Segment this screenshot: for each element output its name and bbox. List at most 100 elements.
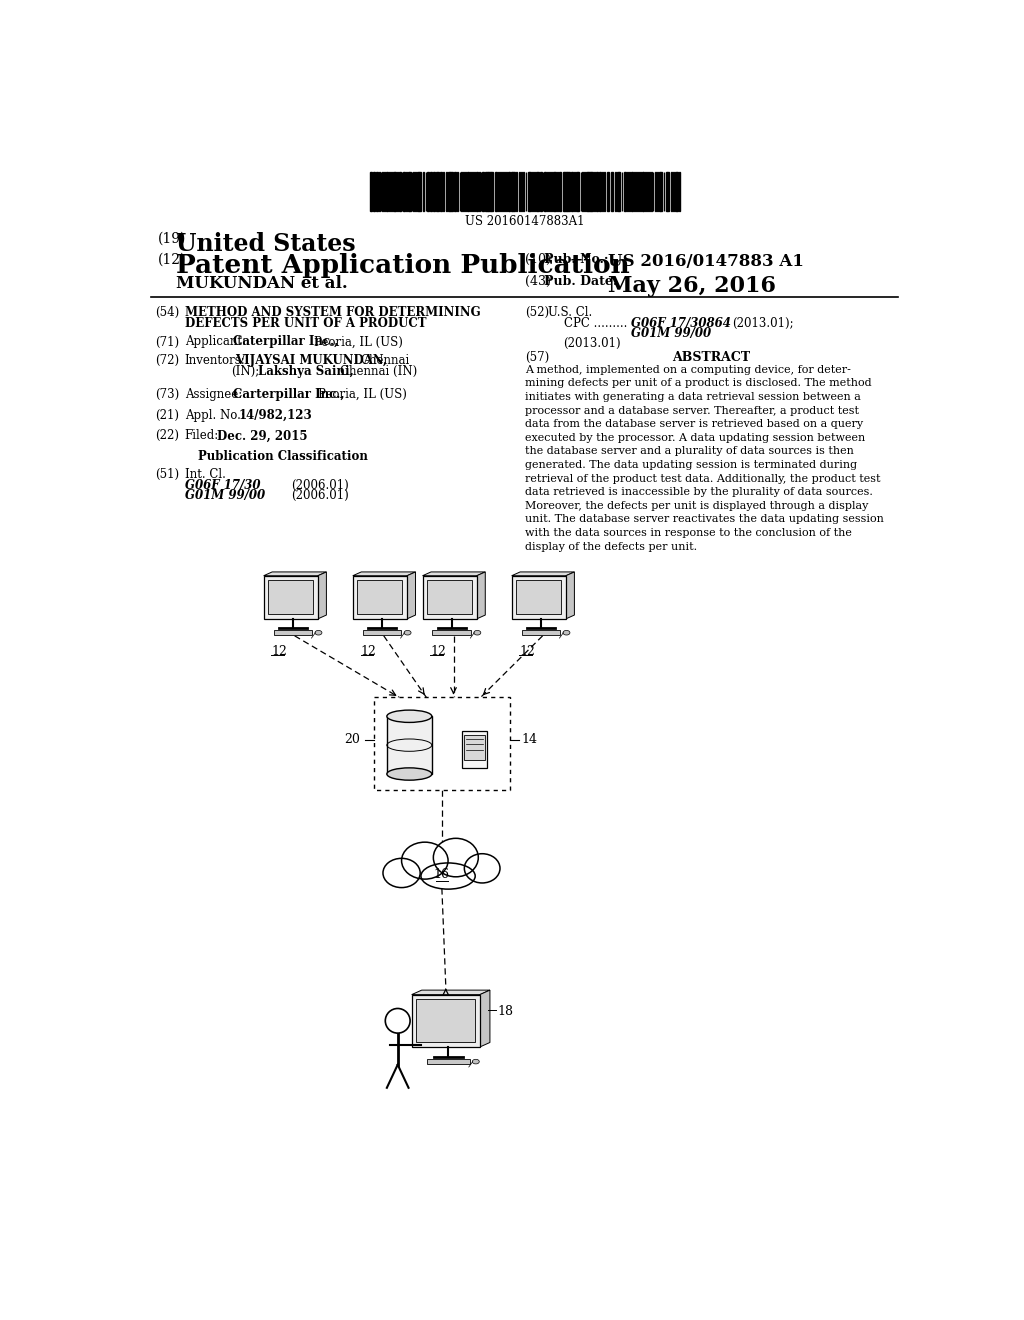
Bar — [467, 172, 469, 211]
Bar — [485, 172, 487, 211]
Text: 14: 14 — [521, 733, 538, 746]
Bar — [640, 172, 641, 211]
Bar — [391, 172, 392, 211]
Bar — [464, 735, 484, 760]
Text: (10): (10) — [524, 253, 551, 267]
Text: (22): (22) — [155, 429, 179, 442]
Text: VIJAYSAI MUKUNDAN,: VIJAYSAI MUKUNDAN, — [234, 354, 387, 367]
Ellipse shape — [315, 631, 322, 635]
Ellipse shape — [404, 631, 411, 635]
Bar — [614, 172, 616, 211]
Text: May 26, 2016: May 26, 2016 — [608, 276, 776, 297]
Bar — [589, 172, 591, 211]
Text: (2006.01): (2006.01) — [291, 479, 348, 492]
Bar — [454, 172, 456, 211]
Bar — [529, 172, 531, 211]
Bar — [474, 172, 475, 211]
Bar — [427, 1059, 470, 1064]
Text: (2006.01): (2006.01) — [291, 488, 348, 502]
Text: US 20160147883A1: US 20160147883A1 — [465, 215, 585, 227]
Text: US 2016/0147883 A1: US 2016/0147883 A1 — [608, 253, 805, 271]
Bar — [512, 172, 515, 211]
Bar — [423, 576, 477, 619]
Ellipse shape — [472, 1059, 479, 1064]
Text: (71): (71) — [155, 335, 179, 348]
Text: (2013.01);: (2013.01); — [732, 317, 795, 330]
Bar — [412, 995, 480, 1047]
Ellipse shape — [563, 631, 570, 635]
Bar — [649, 172, 650, 211]
Text: G06F 17/30864: G06F 17/30864 — [631, 317, 731, 330]
Bar — [629, 172, 630, 211]
Bar — [376, 172, 378, 211]
Bar — [403, 172, 406, 211]
Text: DEFECTS PER UNIT OF A PRODUCT: DEFECTS PER UNIT OF A PRODUCT — [184, 317, 426, 330]
Bar — [604, 172, 605, 211]
Bar — [352, 576, 407, 619]
Bar — [476, 172, 478, 211]
Text: 18: 18 — [498, 1006, 514, 1019]
Text: 12: 12 — [360, 645, 377, 659]
Bar — [470, 172, 471, 211]
Text: Filed:: Filed: — [184, 429, 219, 442]
Bar — [423, 172, 424, 211]
Text: (72): (72) — [155, 354, 179, 367]
Text: Peoria, IL (US): Peoria, IL (US) — [314, 335, 402, 348]
Ellipse shape — [464, 854, 500, 883]
Text: G01M 99/00: G01M 99/00 — [631, 327, 711, 341]
Bar — [544, 172, 546, 211]
Bar — [357, 581, 402, 614]
Bar — [387, 717, 432, 774]
Bar — [541, 172, 542, 211]
Bar — [656, 172, 658, 211]
Bar — [559, 172, 561, 211]
Polygon shape — [317, 572, 327, 619]
Polygon shape — [566, 572, 574, 619]
Polygon shape — [480, 990, 489, 1047]
Text: (IN);: (IN); — [231, 364, 259, 378]
Bar — [374, 697, 510, 789]
Bar — [399, 172, 400, 211]
Bar — [624, 172, 626, 211]
Bar — [570, 172, 572, 211]
Bar — [586, 172, 588, 211]
Polygon shape — [263, 572, 327, 576]
Bar — [671, 172, 672, 211]
Bar — [427, 172, 429, 211]
Bar — [564, 172, 566, 211]
Bar — [430, 172, 432, 211]
Text: CPC .........: CPC ......... — [563, 317, 627, 330]
Polygon shape — [512, 572, 574, 576]
Text: Caterpillar Inc.,: Caterpillar Inc., — [232, 335, 338, 348]
Text: Carterpillar Inc.,: Carterpillar Inc., — [232, 388, 344, 401]
Bar — [502, 172, 503, 211]
Bar — [607, 172, 609, 211]
Text: A method, implemented on a computing device, for deter-
mining defects per unit : A method, implemented on a computing dev… — [524, 364, 884, 552]
Bar — [432, 631, 471, 635]
Text: U.S. Cl.: U.S. Cl. — [548, 306, 592, 319]
Text: METHOD AND SYSTEM FOR DETERMINING: METHOD AND SYSTEM FOR DETERMINING — [184, 306, 480, 319]
Bar — [584, 172, 586, 211]
Bar — [449, 172, 450, 211]
Ellipse shape — [433, 838, 478, 876]
Bar — [611, 172, 613, 211]
Text: Peoria, IL (US): Peoria, IL (US) — [317, 388, 407, 401]
Bar — [537, 172, 539, 211]
Bar — [636, 172, 637, 211]
Ellipse shape — [401, 842, 449, 879]
Bar — [549, 172, 550, 211]
Text: (19): (19) — [158, 231, 185, 246]
Bar — [617, 172, 618, 211]
Polygon shape — [412, 990, 489, 995]
Bar — [417, 999, 475, 1043]
Bar — [504, 172, 506, 211]
Bar — [521, 631, 560, 635]
Bar — [592, 172, 593, 211]
Text: (57): (57) — [524, 351, 549, 364]
Bar — [268, 581, 313, 614]
Text: Applicant:: Applicant: — [184, 335, 246, 348]
Bar — [463, 172, 464, 211]
Ellipse shape — [387, 768, 432, 780]
Polygon shape — [352, 572, 416, 576]
Bar — [384, 172, 385, 211]
